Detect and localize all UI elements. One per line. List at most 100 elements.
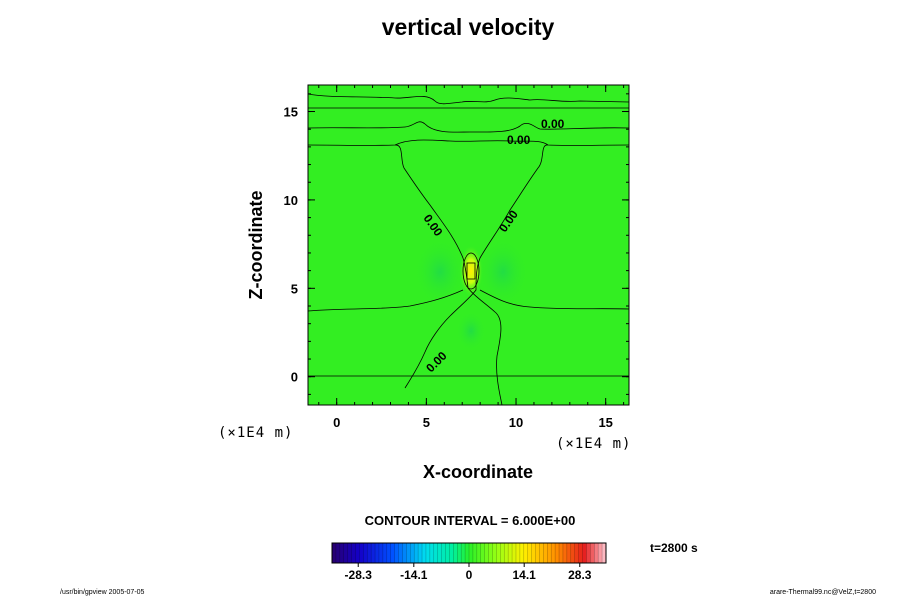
colorbar-segment <box>375 543 380 563</box>
colorbar <box>331 543 607 563</box>
y-axis-label: Z-coordinate <box>246 190 266 299</box>
colorbar-segment <box>398 543 403 563</box>
x-tick-label: 10 <box>509 415 523 430</box>
colorbar-tick-label: -14.1 <box>400 568 428 582</box>
contour-label: 0.00 <box>541 117 565 131</box>
contour-line <box>308 121 629 133</box>
colorbar-segment <box>562 543 568 563</box>
colorbar-segment <box>453 543 458 563</box>
contour-line-core-outer <box>462 252 480 290</box>
colorbar-segment <box>418 543 423 563</box>
y-tick-label: 5 <box>291 281 298 296</box>
y-tick-label: 0 <box>291 370 298 385</box>
colorbar-segment <box>382 543 388 563</box>
contour-line <box>308 93 629 105</box>
contour-line <box>394 139 549 146</box>
colorbar-segment <box>367 543 372 563</box>
colorbar-segment <box>539 543 544 563</box>
colorbar-segment <box>445 543 450 563</box>
contour-label: 0.00 <box>507 133 531 147</box>
colorbar-segment <box>461 543 466 563</box>
colorbar-segment <box>449 543 454 563</box>
colorbar-segment <box>343 543 349 563</box>
colorbar-segment <box>437 543 442 563</box>
colorbar-segment <box>523 543 529 563</box>
colorbar-tick-label: 0 <box>466 568 473 582</box>
contour-line-core-inner <box>466 262 476 280</box>
colorbar-segment <box>465 543 470 563</box>
colorbar-segment <box>598 543 603 563</box>
colorbar-segment <box>433 543 439 563</box>
colorbar-tick-label: 14.1 <box>513 568 537 582</box>
colorbar-segment <box>559 543 564 563</box>
colorbar-segment <box>551 543 556 563</box>
colorbar-segment <box>594 543 599 563</box>
colorbar-segment <box>414 543 419 563</box>
colorbar-segment <box>472 543 478 563</box>
x-tick-label: 5 <box>423 415 430 430</box>
y-tick-label: 10 <box>284 193 298 208</box>
colorbar-segment <box>406 543 411 563</box>
colorbar-segment <box>359 543 364 563</box>
colorbar-segment <box>488 543 493 563</box>
colorbar-segment <box>500 543 505 563</box>
contour-line <box>308 289 464 312</box>
contour-interval-text: CONTOUR INTERVAL = 6.000E+00 <box>364 513 576 528</box>
footer-right: arare-Thermal99.nc@VelZ,t=2800 <box>769 589 876 596</box>
colorbar-segment <box>469 543 474 563</box>
colorbar-segment <box>535 543 540 563</box>
contour-line-right-branch <box>404 144 629 389</box>
colorbar-tick-label: -28.3 <box>345 568 373 582</box>
colorbar-segment <box>425 543 431 563</box>
colorbar-segment <box>480 543 486 563</box>
colorbar-segment <box>504 543 509 563</box>
contour-lines <box>308 93 629 405</box>
colorbar-segment <box>335 543 341 563</box>
y-tick-label: 15 <box>284 105 298 120</box>
colorbar-segment <box>339 543 345 563</box>
colorbar-segment <box>394 543 399 563</box>
colorbar-ticks: -28.3 -14.1 0 14.1 28.3 <box>345 563 592 582</box>
colorbar-segment <box>602 543 607 563</box>
weak-downdraft-right <box>477 238 529 306</box>
colorbar-segment <box>410 543 415 563</box>
colorbar-segment <box>531 543 536 563</box>
colorbar-segment <box>332 543 337 563</box>
colorbar-segment <box>441 543 446 563</box>
colorbar-segment <box>566 543 572 563</box>
footer-left: /usr/bin/gpview 2005-07-05 <box>60 589 145 596</box>
colorbar-segment <box>496 543 501 563</box>
colorbar-segment <box>574 543 579 563</box>
weak-downdraft-left <box>414 238 466 306</box>
colorbar-segment <box>519 543 525 563</box>
x-tick-label: 15 <box>598 415 612 430</box>
colorbar-segment <box>590 543 595 563</box>
plot-frame <box>307 84 630 406</box>
colorbar-segment <box>547 543 552 563</box>
contour-line-left-branch <box>308 144 503 405</box>
colorbar-segment <box>586 543 591 563</box>
updraft-core <box>459 245 483 297</box>
colorbar-segment <box>527 543 533 563</box>
colorbar-segment <box>578 543 583 563</box>
colorbar-segment <box>492 543 497 563</box>
chart-title: vertical velocity <box>381 14 555 40</box>
velocity-field <box>308 85 629 405</box>
colorbar-segment <box>457 543 462 563</box>
colorbar-segment <box>543 543 548 563</box>
z-axis-unit: (×1E4 m) <box>218 425 294 441</box>
colorbar-segment <box>508 543 513 563</box>
colorbar-segment <box>347 543 352 563</box>
colorbar-segment <box>363 543 368 563</box>
axes: 0 5 10 15 0 5 10 15 <box>284 85 629 430</box>
colorbar-segment <box>378 543 384 563</box>
colorbar-segment <box>582 543 587 563</box>
colorbar-segment <box>429 543 435 563</box>
colorbar-segment <box>476 543 482 563</box>
colorbar-segment <box>555 543 560 563</box>
x-axis-unit: (×1E4 m) <box>556 436 632 452</box>
colorbar-segment <box>402 543 407 563</box>
x-tick-label: 0 <box>333 415 340 430</box>
colorbar-segment <box>570 543 576 563</box>
